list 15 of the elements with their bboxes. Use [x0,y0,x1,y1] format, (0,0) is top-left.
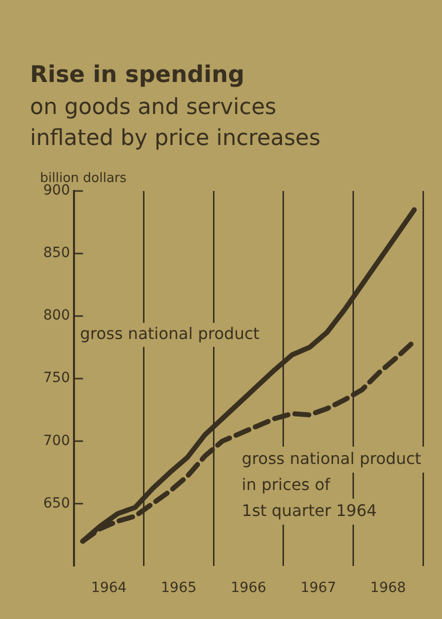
y-tick-label: 700 [43,432,70,449]
x-tick-label: 1964 [91,580,127,596]
y-tick-label: 800 [43,308,70,324]
x-tick-label: 1967 [300,580,336,596]
y-tick-label: 900 [43,182,70,199]
chart-title: Rise in spending [30,62,244,88]
y-tick-label: 650 [43,495,70,512]
y-tick-label: 850 [43,245,70,262]
chart-subtitle: on goods and services inflated by price increases [30,94,320,153]
x-tick-label: 1966 [230,580,266,596]
series-label: gross national product [80,324,260,343]
series-label: gross national product in prices of 1st quarter 1964 [242,448,422,520]
y-tick-label: 750 [43,370,70,386]
x-tick-label: 1965 [160,580,197,596]
x-tick-label: 1968 [370,580,406,596]
